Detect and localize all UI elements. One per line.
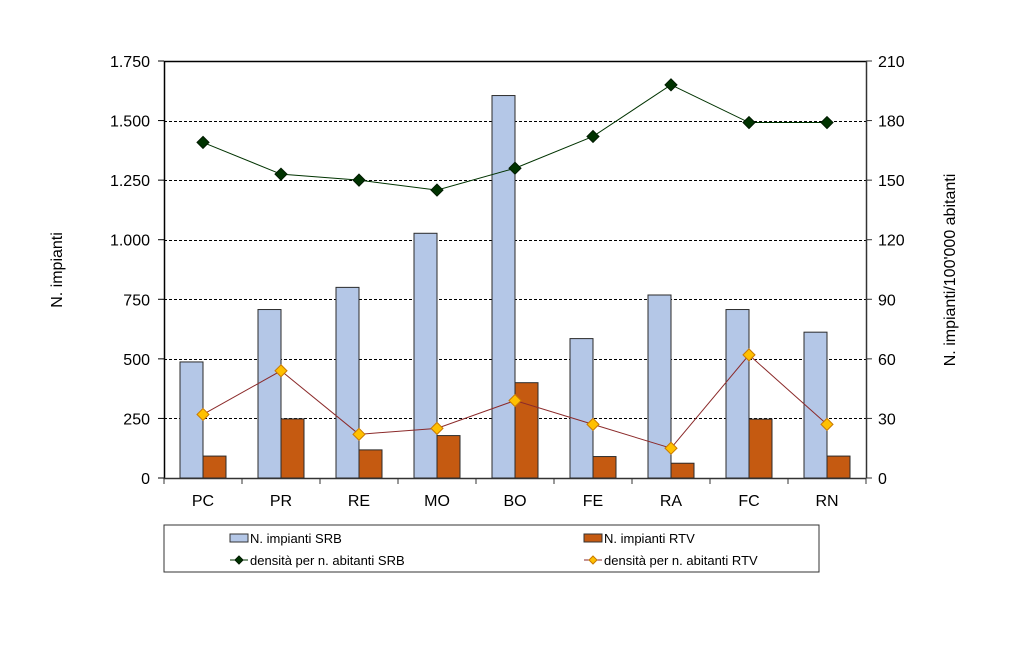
bar-n-impianti-rtv-ra: [670, 462, 695, 479]
marker-densit-per-n-abitanti-rtv-ra: [664, 441, 678, 455]
y2-tick-label: 30: [878, 411, 896, 428]
bar-n-impianti-srb-fc: [725, 309, 750, 479]
bar-n-impianti-rtv-rn: [826, 455, 851, 479]
y-tick-label: 750: [123, 292, 150, 309]
marker-densit-per-n-abitanti-rtv-pr: [274, 364, 288, 378]
legend-n-impianti-rtv-label: N. impianti RTV: [604, 531, 695, 546]
y2-axis-ticks: 0 30 60 90 120 150 180 210: [866, 54, 905, 488]
y-tick-label: 1.000: [110, 233, 150, 250]
y2-axis-title: N. impianti/100'000 abitanti: [942, 174, 959, 367]
bar-n-impianti-srb-mo: [413, 232, 438, 479]
marker-densit-per-n-abitanti-rtv-re: [352, 427, 366, 442]
y2-tick-label: 180: [878, 114, 905, 131]
x-tick-label: FC: [738, 493, 759, 510]
marker-densit-per-n-abitanti-srb-pc: [196, 135, 210, 150]
legend-n-impianti-srb-swatch: [229, 533, 249, 543]
legend-densit-per-n-abitanti-rtv-marker: [588, 555, 598, 565]
legend-densit-per-n-abitanti-srb-label: densità per n. abitanti SRB: [250, 553, 405, 568]
x-tick-label: RN: [815, 493, 838, 510]
bar-n-impianti-rtv-bo: [514, 382, 539, 479]
marker-densit-per-n-abitanti-srb-fe: [586, 129, 600, 144]
y2-tick-label: 60: [878, 352, 896, 369]
bar-n-impianti-srb-fe: [569, 338, 594, 479]
bar-n-impianti-rtv-pc: [202, 455, 227, 479]
marker-densit-per-n-abitanti-rtv-rn: [820, 417, 834, 432]
marker-densit-per-n-abitanti-srb-fc: [742, 115, 756, 130]
axes: [163, 60, 868, 484]
marker-densit-per-n-abitanti-srb-ra: [664, 78, 678, 92]
marker-densit-per-n-abitanti-srb-pr: [274, 167, 288, 181]
legend-densit-per-n-abitanti-srb-marker: [234, 555, 244, 565]
bar-n-impianti-srb-pc: [179, 361, 204, 479]
bar-n-impianti-rtv-pr: [280, 418, 305, 479]
legend-n-impianti-srb-label: N. impianti SRB: [250, 531, 342, 546]
marker-densit-per-n-abitanti-rtv-fe: [586, 417, 600, 432]
y2-tick-label: 120: [878, 233, 905, 250]
bar-n-impianti-srb-rn: [803, 331, 828, 479]
marker-densit-per-n-abitanti-rtv-pc: [196, 407, 210, 422]
y-tick-label: 1.750: [110, 54, 150, 71]
y-tick-label: 1.500: [110, 114, 150, 131]
marker-densit-per-n-abitanti-srb-bo: [508, 161, 522, 175]
lines: [196, 78, 834, 455]
x-tick-label: MO: [424, 493, 450, 510]
x-tick-label: RA: [660, 493, 683, 510]
marker-densit-per-n-abitanti-srb-rn: [820, 115, 834, 130]
bar-n-impianti-rtv-mo: [436, 435, 461, 479]
bar-n-impianti-rtv-fc: [748, 418, 773, 479]
legend-densit-per-n-abitanti-rtv-label: densità per n. abitanti RTV: [604, 553, 758, 568]
y2-tick-label: 90: [878, 292, 896, 309]
bar-n-impianti-srb-re: [335, 286, 360, 479]
marker-densit-per-n-abitanti-rtv-mo: [430, 421, 444, 436]
marker-densit-per-n-abitanti-srb-mo: [430, 183, 444, 197]
y-tick-label: 0: [141, 471, 150, 488]
x-tick-label: PC: [192, 493, 214, 510]
bar-n-impianti-srb-bo: [491, 95, 516, 479]
legend-n-impianti-rtv-swatch: [583, 533, 603, 543]
x-tick-label: BO: [503, 493, 526, 510]
bar-n-impianti-rtv-re: [358, 449, 383, 479]
x-tick-label: PR: [270, 493, 292, 510]
y-axis-title: N. impianti: [49, 232, 66, 308]
y2-tick-label: 150: [878, 173, 905, 190]
marker-densit-per-n-abitanti-rtv-fc: [742, 348, 756, 362]
x-tick-label: RE: [348, 493, 370, 510]
legend-box: [163, 524, 820, 573]
y-tick-label: 250: [123, 411, 150, 428]
marker-densit-per-n-abitanti-srb-re: [352, 173, 366, 187]
bar-n-impianti-rtv-fe: [592, 456, 617, 479]
x-axis-ticks: PC PR RE MO BO FE RA FC RN: [192, 493, 839, 510]
y-tick-label: 1.250: [110, 173, 150, 190]
y2-tick-label: 210: [878, 54, 905, 71]
bar-n-impianti-srb-pr: [257, 309, 282, 479]
y-axis-ticks: 0 250 500 750 1.000 1.250 1.500 1.750: [110, 54, 164, 488]
y2-tick-label: 0: [878, 471, 887, 488]
bars: [179, 95, 851, 479]
legend: N. impianti SRB N. impianti RTV densità pe…: [163, 524, 820, 573]
marker-densit-per-n-abitanti-rtv-bo: [508, 393, 522, 408]
y-tick-label: 500: [123, 352, 150, 369]
x-tick-label: FE: [583, 493, 603, 510]
